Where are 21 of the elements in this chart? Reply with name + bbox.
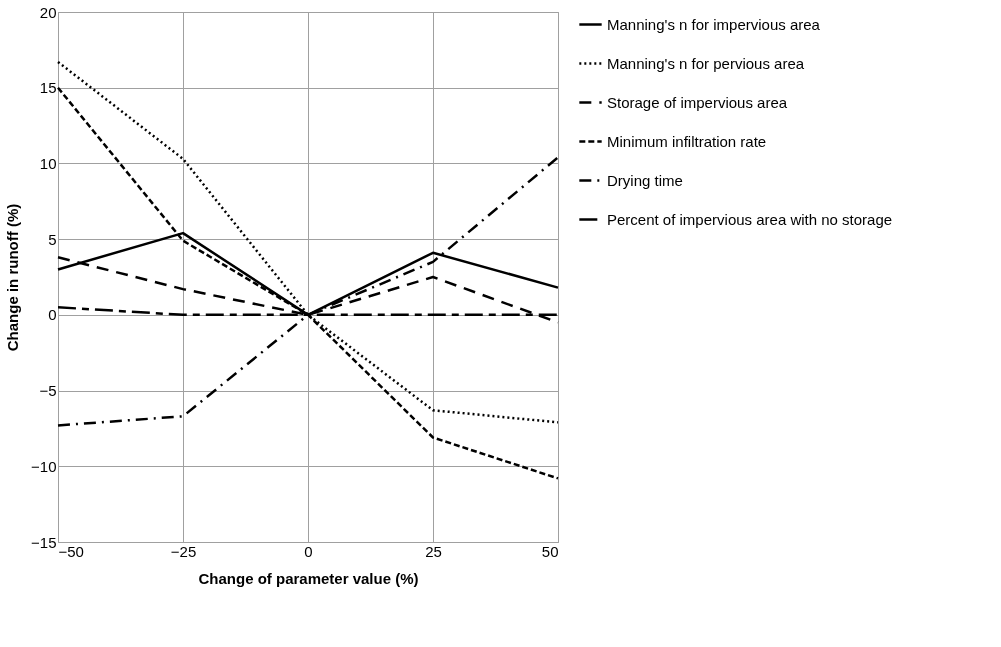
y-tick-label: 5: [48, 230, 57, 248]
legend-label: Storage of impervious area: [607, 93, 788, 111]
y-tick-label: −5: [39, 382, 57, 400]
legend-label: Minimum infiltration rate: [607, 132, 767, 150]
y-tick-label: 0: [48, 306, 57, 324]
y-tick-label: 15: [39, 79, 57, 97]
legend-label: Manning's n for pervious area: [607, 54, 805, 72]
y-tick-label: −15: [31, 533, 57, 551]
x-tick-label: 50: [541, 542, 559, 560]
legend-label: Percent of impervious area with no storage: [607, 210, 893, 228]
x-tick-label: −25: [170, 542, 197, 560]
legend-label: Drying time: [607, 171, 683, 189]
x-axis-title: Change of parameter value (%): [198, 569, 419, 587]
x-tick-label: −50: [58, 542, 84, 560]
y-axis-title: Change in runoff (%): [4, 203, 22, 352]
y-tick-label: 10: [39, 154, 57, 172]
y-tick-label: −10: [31, 457, 57, 475]
y-tick-label: 20: [39, 3, 57, 21]
legend-label: Manning's n for impervious area: [607, 15, 821, 33]
x-tick-label: 0: [304, 542, 313, 560]
x-tick-label: 25: [425, 542, 442, 560]
